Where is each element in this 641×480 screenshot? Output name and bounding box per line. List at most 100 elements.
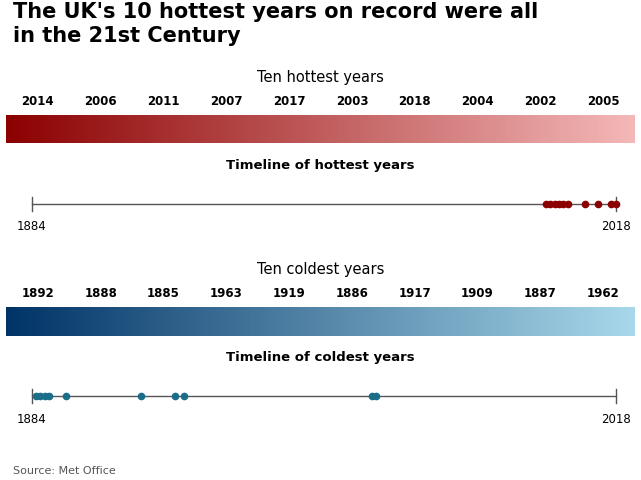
Bar bbox=[626, 308, 628, 336]
Bar bbox=[239, 116, 241, 144]
Bar bbox=[101, 308, 103, 336]
Bar bbox=[400, 308, 402, 336]
Bar bbox=[314, 308, 316, 336]
Bar bbox=[433, 308, 436, 336]
Bar bbox=[312, 116, 314, 144]
Bar bbox=[67, 116, 69, 144]
Bar bbox=[308, 308, 310, 336]
Bar bbox=[126, 308, 128, 336]
Bar bbox=[562, 308, 563, 336]
Bar bbox=[394, 308, 396, 336]
Bar bbox=[501, 116, 503, 144]
Bar bbox=[394, 116, 396, 144]
Bar bbox=[515, 116, 517, 144]
Bar bbox=[137, 308, 138, 336]
Bar bbox=[362, 308, 365, 336]
Bar bbox=[310, 116, 312, 144]
Bar bbox=[565, 116, 567, 144]
Bar bbox=[574, 116, 576, 144]
Bar bbox=[433, 116, 436, 144]
Bar bbox=[578, 308, 580, 336]
Bar bbox=[142, 308, 145, 336]
Bar bbox=[347, 116, 350, 144]
Bar bbox=[208, 308, 210, 336]
Bar bbox=[299, 308, 302, 336]
Bar bbox=[289, 308, 291, 336]
Bar bbox=[253, 308, 256, 336]
Bar bbox=[111, 116, 113, 144]
Bar bbox=[241, 116, 243, 144]
Bar bbox=[320, 116, 322, 144]
Bar bbox=[404, 116, 406, 144]
Bar bbox=[603, 308, 605, 336]
Bar bbox=[285, 308, 287, 336]
Bar bbox=[501, 308, 503, 336]
Bar bbox=[597, 308, 599, 336]
Bar bbox=[105, 308, 107, 336]
Bar bbox=[469, 308, 471, 336]
Bar bbox=[446, 116, 448, 144]
Bar bbox=[279, 116, 281, 144]
Bar bbox=[465, 116, 467, 144]
Bar bbox=[415, 116, 417, 144]
Bar bbox=[325, 116, 327, 144]
Bar bbox=[228, 116, 231, 144]
Bar bbox=[197, 116, 199, 144]
Bar bbox=[54, 308, 56, 336]
Bar bbox=[65, 116, 67, 144]
Bar bbox=[599, 116, 601, 144]
Bar bbox=[628, 116, 630, 144]
Bar bbox=[228, 308, 231, 336]
Bar bbox=[46, 308, 48, 336]
Bar bbox=[107, 308, 109, 336]
Bar bbox=[105, 116, 107, 144]
Bar bbox=[188, 116, 190, 144]
Bar bbox=[496, 116, 499, 144]
Text: 1909: 1909 bbox=[461, 287, 494, 300]
Bar bbox=[111, 308, 113, 336]
Bar bbox=[310, 308, 312, 336]
Bar bbox=[15, 116, 17, 144]
Bar bbox=[423, 116, 425, 144]
Bar bbox=[130, 116, 132, 144]
Bar bbox=[213, 308, 216, 336]
Bar bbox=[176, 116, 178, 144]
Bar bbox=[291, 308, 294, 336]
Bar bbox=[101, 116, 103, 144]
Bar bbox=[610, 116, 612, 144]
Bar bbox=[119, 308, 122, 336]
Bar bbox=[476, 116, 478, 144]
Text: 1917: 1917 bbox=[399, 287, 431, 300]
Bar bbox=[163, 116, 165, 144]
Bar bbox=[410, 308, 413, 336]
Bar bbox=[245, 308, 247, 336]
Bar bbox=[205, 116, 208, 144]
Bar bbox=[570, 116, 572, 144]
Bar bbox=[25, 116, 28, 144]
Bar bbox=[218, 116, 220, 144]
Bar bbox=[438, 308, 440, 336]
Bar bbox=[356, 116, 358, 144]
Bar bbox=[428, 308, 429, 336]
Bar bbox=[428, 116, 429, 144]
Bar bbox=[210, 308, 212, 336]
Bar bbox=[289, 116, 291, 144]
Bar bbox=[526, 116, 528, 144]
Bar bbox=[402, 308, 404, 336]
Bar bbox=[549, 116, 551, 144]
Bar bbox=[258, 116, 260, 144]
Bar bbox=[488, 116, 490, 144]
Bar bbox=[54, 116, 56, 144]
Bar bbox=[74, 116, 76, 144]
Bar bbox=[38, 116, 40, 144]
Bar bbox=[233, 308, 235, 336]
Bar bbox=[299, 116, 302, 144]
Bar bbox=[551, 116, 553, 144]
Bar bbox=[419, 308, 421, 336]
Bar bbox=[551, 308, 553, 336]
Bar bbox=[216, 116, 218, 144]
Bar bbox=[124, 116, 126, 144]
Bar bbox=[509, 308, 511, 336]
Bar bbox=[130, 308, 132, 336]
Bar bbox=[567, 116, 570, 144]
